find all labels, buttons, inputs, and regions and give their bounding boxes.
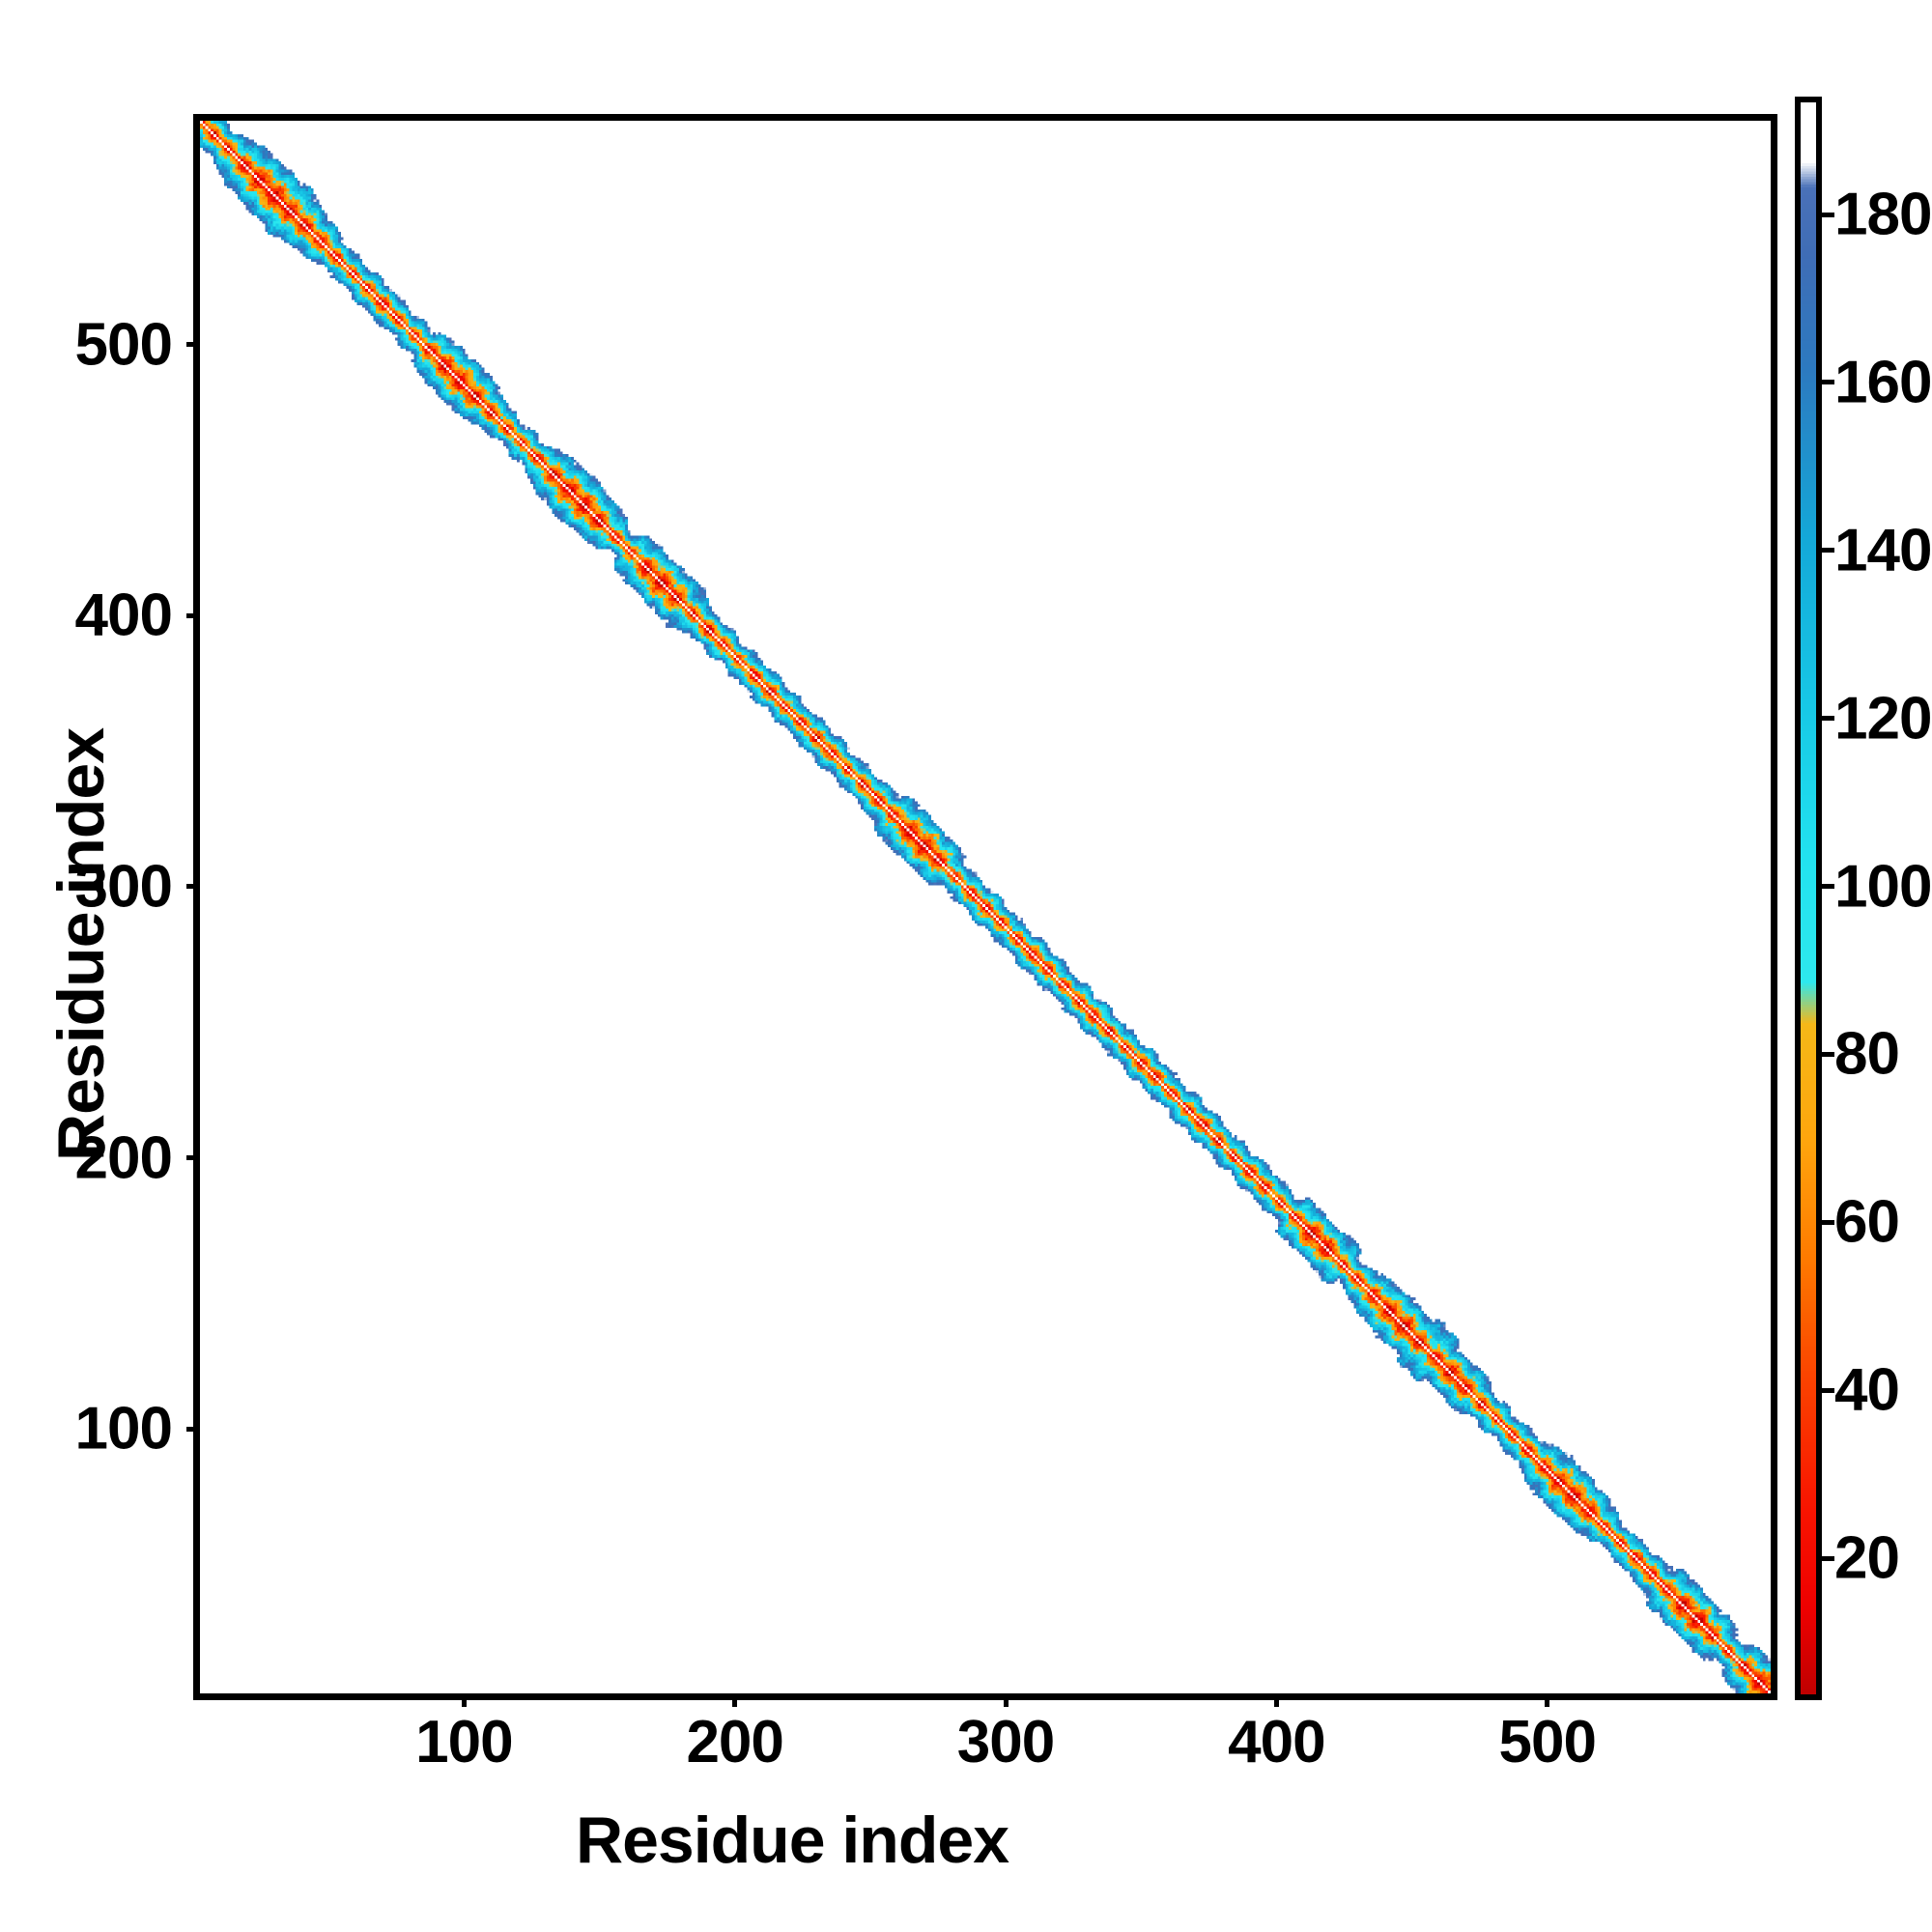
x-tick-mark xyxy=(461,1693,467,1707)
x-axis-title-text: Residue index xyxy=(575,1804,1009,1877)
heatmap-plot-area xyxy=(193,114,1777,1700)
colorbar-tick-mark xyxy=(1822,1387,1834,1393)
colorbar-tick-label: 60 xyxy=(1834,1188,1900,1256)
colorbar-tick-label: 120 xyxy=(1834,685,1932,753)
x-tick-mark xyxy=(1273,1693,1279,1707)
x-tick-mark xyxy=(1003,1693,1009,1707)
colorbar-tick-label: 160 xyxy=(1834,349,1932,416)
colorbar xyxy=(1795,97,1822,1700)
y-tick-label: 100 xyxy=(74,1395,173,1463)
colorbar-tick-label: 80 xyxy=(1834,1020,1900,1088)
y-tick-mark xyxy=(186,612,200,618)
y-tick-mark xyxy=(186,884,200,890)
colorbar-tick-label: 20 xyxy=(1834,1524,1900,1592)
y-tick-label: 500 xyxy=(74,311,173,379)
heatmap-image xyxy=(200,121,1771,1693)
colorbar-tick-label: 100 xyxy=(1834,853,1932,920)
colorbar-tick-mark xyxy=(1822,380,1834,385)
y-tick-mark xyxy=(186,1426,200,1432)
x-tick-label: 100 xyxy=(415,1709,513,1776)
y-tick-mark xyxy=(186,1155,200,1161)
x-tick-label: 300 xyxy=(956,1709,1055,1776)
x-tick-label: 400 xyxy=(1228,1709,1325,1776)
colorbar-tick-label: 180 xyxy=(1834,181,1932,248)
colorbar-tick-label: 140 xyxy=(1834,517,1932,584)
colorbar-tick-mark xyxy=(1822,884,1834,889)
colorbar-tick-mark xyxy=(1822,548,1834,554)
y-tick-label: 200 xyxy=(74,1124,173,1192)
colorbar-tick-mark xyxy=(1822,1051,1834,1057)
x-tick-mark xyxy=(732,1693,738,1707)
colorbar-tick-label: 40 xyxy=(1834,1356,1900,1424)
y-tick-label: 300 xyxy=(74,853,173,921)
x-tick-label: 200 xyxy=(686,1709,783,1776)
colorbar-tick-mark xyxy=(1822,212,1834,217)
colorbar-tick-mark xyxy=(1822,716,1834,722)
y-tick-label: 400 xyxy=(74,582,173,649)
colorbar-gradient xyxy=(1801,102,1816,1694)
colorbar-tick-mark xyxy=(1822,1555,1834,1561)
x-tick-label: 500 xyxy=(1498,1709,1596,1776)
colorbar-tick-mark xyxy=(1822,1219,1834,1225)
y-axis-title: Residue index xyxy=(44,727,118,1162)
x-tick-mark xyxy=(1545,1693,1550,1707)
y-tick-mark xyxy=(186,342,200,348)
x-axis-title: Residue index xyxy=(0,1803,1932,1878)
